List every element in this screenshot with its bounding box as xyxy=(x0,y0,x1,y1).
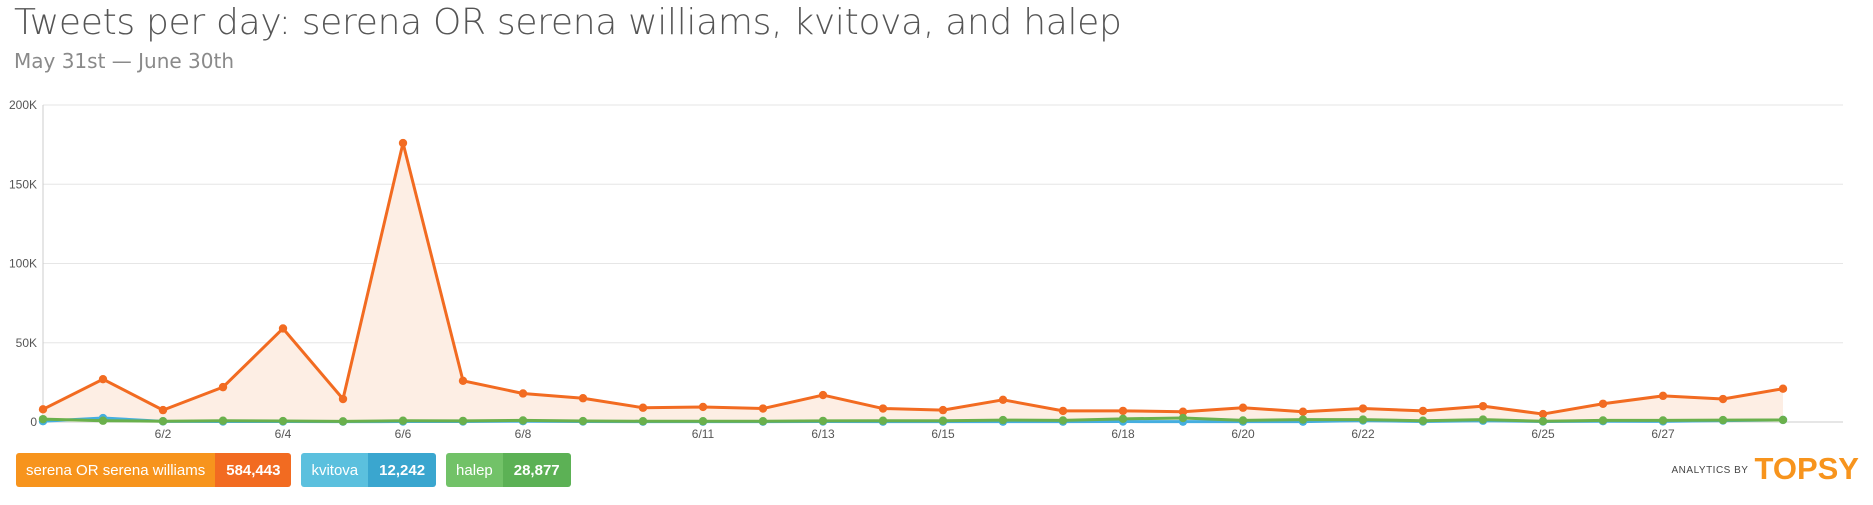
data-point-serena xyxy=(1718,394,1728,404)
data-point-halep xyxy=(1238,416,1248,425)
data-point-serena xyxy=(698,402,708,412)
x-tick-label: 6/11 xyxy=(692,427,715,440)
x-tick-label: 6/20 xyxy=(1231,427,1255,440)
data-point-halep xyxy=(758,417,768,426)
data-point-serena xyxy=(1358,404,1368,413)
data-point-halep xyxy=(1598,416,1608,425)
data-point-halep xyxy=(1658,416,1668,425)
legend-label-kvitova: kvitova xyxy=(301,453,369,487)
x-tick-label: 6/27 xyxy=(1651,427,1675,440)
x-tick-label: 6/15 xyxy=(931,427,955,440)
data-point-halep xyxy=(278,416,288,426)
data-point-halep xyxy=(998,415,1008,425)
x-tick-label: 6/4 xyxy=(275,427,292,440)
x-tick-label: 6/8 xyxy=(515,427,532,440)
data-point-halep xyxy=(1538,417,1548,426)
legend-item-kvitova[interactable]: kvitova 12,242 xyxy=(301,453,437,487)
legend-total-halep: 28,877 xyxy=(502,453,571,487)
data-point-halep xyxy=(698,417,708,426)
data-point-serena xyxy=(938,405,948,415)
data-point-serena xyxy=(818,390,828,400)
data-point-halep xyxy=(218,416,228,425)
legend-total-kvitova: 12,242 xyxy=(368,453,437,487)
data-point-halep xyxy=(578,416,588,426)
legend-label-halep: halep xyxy=(446,453,503,487)
data-point-halep xyxy=(398,416,408,425)
data-point-halep xyxy=(938,416,948,425)
data-point-halep xyxy=(98,416,108,425)
data-point-serena xyxy=(278,324,288,333)
legend-item-halep[interactable]: halep 28,877 xyxy=(446,453,571,487)
data-point-serena xyxy=(1238,403,1248,412)
data-point-serena xyxy=(758,404,768,413)
y-tick-label: 0 xyxy=(30,415,37,429)
topsy-brand[interactable]: ANALYTICS BY TOPSY xyxy=(1672,453,1859,484)
data-point-halep xyxy=(638,417,648,426)
y-tick-label: 50K xyxy=(16,336,37,350)
data-point-halep xyxy=(1778,415,1788,425)
y-tick-label: 100K xyxy=(9,257,37,271)
data-point-halep xyxy=(1358,415,1368,424)
chart-title: Tweets per day: serena OR serena william… xyxy=(14,2,1122,43)
legend-item-serena[interactable]: serena OR serena williams 584,443 xyxy=(16,453,292,487)
x-tick-label: 6/2 xyxy=(155,427,172,440)
data-point-halep xyxy=(1178,413,1188,423)
chart-subtitle: May 31st — June 30th xyxy=(14,49,235,73)
data-point-halep xyxy=(458,416,468,426)
legend-label-serena: serena OR serena williams xyxy=(16,453,216,487)
data-point-halep xyxy=(1418,416,1428,425)
data-point-halep xyxy=(38,414,48,424)
topsy-logo: TOPSY xyxy=(1754,451,1859,486)
brand-prefix: ANALYTICS BY xyxy=(1671,465,1749,476)
series-area-serena xyxy=(43,143,1783,423)
data-point-serena xyxy=(1418,406,1428,416)
legend: serena OR serena williams 584,443 kvitov… xyxy=(16,453,571,487)
data-point-serena xyxy=(1538,409,1548,419)
data-point-serena xyxy=(998,395,1008,405)
data-point-halep xyxy=(158,417,168,426)
series-line-serena xyxy=(42,141,1784,416)
line-chart: 0 50K 100K 150K 200K 6/2 6/4 6/6 6/8 6/11 6/13 6/15… xyxy=(9,98,1843,440)
data-point-serena xyxy=(38,405,48,414)
x-tick-label: 6/13 xyxy=(811,427,835,440)
y-tick-label: 150K xyxy=(9,177,37,191)
data-point-serena xyxy=(518,389,528,398)
data-point-serena xyxy=(1478,401,1488,411)
data-point-serena xyxy=(458,376,468,385)
data-point-serena xyxy=(98,375,108,384)
x-tick-label: 6/18 xyxy=(1111,427,1135,440)
data-point-serena xyxy=(218,382,228,392)
data-point-serena xyxy=(338,394,348,404)
data-point-serena xyxy=(1118,406,1128,416)
data-point-serena xyxy=(578,394,588,403)
data-point-halep xyxy=(1118,414,1128,424)
legend-total-serena: 584,443 xyxy=(215,453,292,487)
x-tick-label: 6/25 xyxy=(1531,427,1555,440)
data-point-serena xyxy=(1778,384,1788,393)
data-point-serena xyxy=(638,403,648,412)
data-point-halep xyxy=(818,416,828,426)
data-point-halep xyxy=(878,416,888,425)
x-tick-label: 6/6 xyxy=(395,427,412,440)
data-point-halep xyxy=(1718,415,1728,425)
data-point-serena xyxy=(1658,391,1668,401)
data-point-serena xyxy=(1058,406,1068,416)
series-line-halep xyxy=(42,416,1784,423)
data-point-serena xyxy=(398,138,408,148)
data-point-halep xyxy=(338,417,348,426)
data-point-serena xyxy=(1598,399,1608,408)
data-point-serena xyxy=(158,405,168,415)
data-point-halep xyxy=(1058,416,1068,425)
data-point-serena xyxy=(1298,407,1308,416)
data-point-serena xyxy=(878,404,888,413)
data-point-halep xyxy=(1478,415,1488,424)
data-point-halep xyxy=(518,416,528,425)
data-point-serena xyxy=(1178,407,1188,416)
data-point-halep xyxy=(1298,415,1308,424)
x-tick-label: 6/22 xyxy=(1351,427,1375,440)
y-tick-label: 200K xyxy=(9,98,37,112)
